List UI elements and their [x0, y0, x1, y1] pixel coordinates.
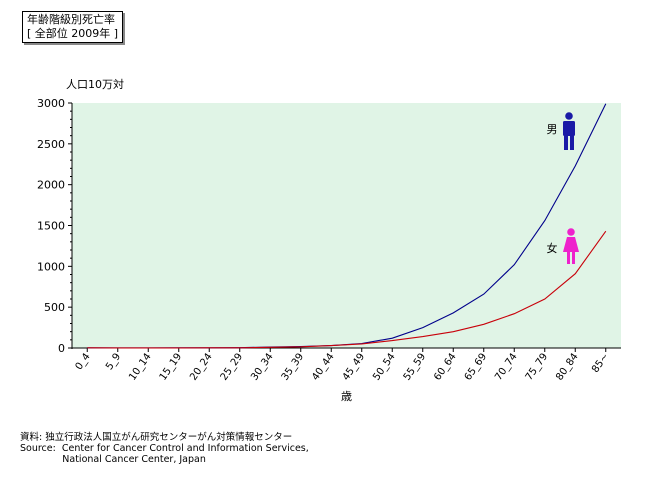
chart-title-box: 年齢階級別死亡率 [ 全部位 2009年 ]	[22, 11, 124, 43]
x-tick-label: 20_24	[188, 351, 214, 382]
series-label-male: 男	[547, 123, 558, 136]
x-tick-label: 70_74	[493, 351, 519, 382]
series-label-female: 女	[547, 241, 558, 255]
y-tick-label: 1000	[37, 260, 65, 273]
x-tick-label: 65_69	[463, 351, 489, 382]
plot-area	[72, 103, 621, 348]
source-line-1: 資料: 独立行政法人国立がん研究センターがん対策情報センター	[20, 432, 293, 443]
series-line-female	[87, 230, 607, 349]
y-tick-label: 2500	[37, 138, 65, 151]
source-note: 資料: 独立行政法人国立がん研究センターがん対策情報センター Source: C…	[20, 432, 309, 465]
y-tick-label: 0	[58, 342, 65, 355]
x-tick-label: 15_19	[158, 351, 184, 382]
male-figure-icon	[563, 112, 575, 150]
x-tick-label: 75_79	[524, 351, 550, 382]
x-tick-label: 30_34	[249, 351, 275, 382]
x-tick-label: 35_39	[280, 351, 306, 382]
line-chart: 人口10万対 0 500 1000 1500 2000 2500 3000 0_4 5_9 10_1…	[37, 77, 621, 403]
y-tick-label: 1500	[37, 220, 65, 233]
x-tick-label: 60_64	[432, 351, 458, 382]
x-tick-label: 40_44	[310, 351, 336, 382]
y-axis-label: 人口10万対	[66, 77, 124, 91]
x-tick-label: 10_14	[127, 351, 153, 382]
female-figure-icon	[563, 228, 579, 264]
y-tick-label: 3000	[37, 97, 65, 110]
x-tick-label: 80_84	[554, 351, 580, 382]
x-tick-label: 5_9	[104, 351, 123, 372]
y-tick-label: 2000	[37, 179, 65, 192]
x-tick-label: 85~	[590, 351, 611, 375]
x-tick-label: 25_29	[219, 351, 245, 382]
chart-subtitle: [ 全部位 2009年 ]	[27, 27, 119, 40]
source-line-3: National Cancer Center, Japan	[20, 454, 206, 465]
x-tick-label: 45_49	[341, 351, 367, 382]
x-tick-label: 0_4	[74, 351, 93, 372]
y-tick-label: 500	[44, 301, 65, 314]
source-line-2: Source: Center for Cancer Control and In…	[20, 443, 309, 454]
x-tick-label: 55_59	[402, 351, 428, 382]
x-axis-label: 歳	[341, 390, 352, 403]
chart-title: 年齢階級別死亡率	[27, 13, 115, 26]
x-tick-label: 50_54	[371, 351, 397, 382]
